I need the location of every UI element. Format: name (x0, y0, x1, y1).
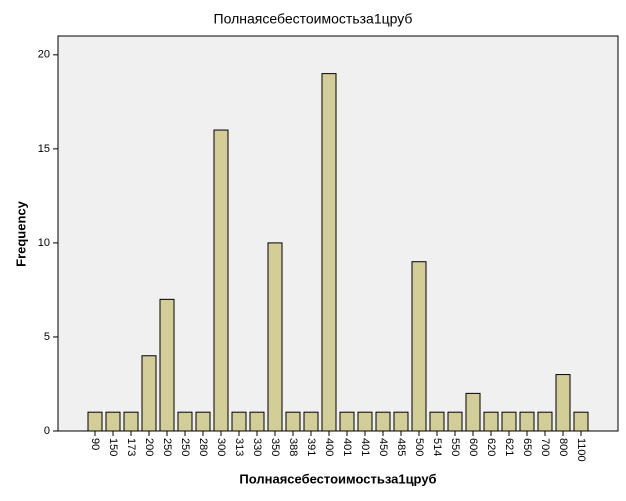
y-tick-label: 20 (38, 49, 50, 61)
x-tick-label: 280 (197, 438, 209, 456)
x-tick-label: 250 (161, 438, 173, 456)
bar (411, 261, 427, 432)
bar (555, 374, 571, 432)
bar (339, 411, 355, 432)
bar (519, 411, 535, 432)
y-tick-label: 5 (44, 331, 50, 343)
x-tick-label: 313 (233, 438, 245, 456)
bar (573, 411, 589, 432)
x-tick-label: 514 (431, 438, 443, 456)
bar (321, 73, 337, 432)
bar (429, 411, 445, 432)
x-tick-label: 650 (521, 438, 533, 456)
x-tick-label: 485 (395, 438, 407, 456)
bar (303, 411, 319, 432)
bar (267, 242, 283, 432)
bar (213, 129, 229, 432)
bar (393, 411, 409, 432)
x-tick-label: 300 (215, 438, 227, 456)
x-tick-label: 401 (341, 438, 353, 456)
y-tick-label: 0 (44, 425, 50, 437)
x-tick-label: 250 (179, 438, 191, 456)
x-tick-label: 620 (485, 438, 497, 456)
x-tick-label: 90 (89, 438, 101, 450)
bar (465, 392, 481, 432)
x-tick-label: 330 (251, 438, 263, 456)
x-tick-label: 800 (557, 438, 569, 456)
x-tick-label: 150 (107, 438, 119, 456)
bar (159, 298, 175, 432)
bar (483, 411, 499, 432)
bar (285, 411, 301, 432)
x-axis-title: Полнаясебестоимостьза1цруб (239, 471, 436, 486)
x-tick-label: 550 (449, 438, 461, 456)
bar (87, 411, 103, 432)
x-tick-label: 400 (323, 438, 335, 456)
chart-title: Полнаясебестоимостьза1цруб (214, 11, 413, 27)
y-tick-label: 10 (38, 237, 50, 249)
x-tick-label: 500 (413, 438, 425, 456)
bar (141, 355, 157, 432)
bar (249, 411, 265, 432)
y-axis-title: Frequency (13, 200, 28, 267)
y-tick-label: 15 (38, 143, 50, 155)
bar (447, 411, 463, 432)
x-tick-label: 700 (539, 438, 551, 456)
bar (105, 411, 121, 432)
x-tick-label: 200 (143, 438, 155, 456)
bar (501, 411, 517, 432)
bar (537, 411, 553, 432)
x-tick-label: 350 (269, 438, 281, 456)
bar (231, 411, 247, 432)
bar (375, 411, 391, 432)
x-tick-label: 401 (359, 438, 371, 456)
x-tick-label: 600 (467, 438, 479, 456)
bar (123, 411, 139, 432)
x-tick-label: 1100 (575, 438, 587, 462)
x-tick-label: 388 (287, 438, 299, 456)
x-tick-label: 621 (503, 438, 515, 456)
x-tick-label: 391 (305, 438, 317, 456)
bar (177, 411, 193, 432)
x-tick-label: 450 (377, 438, 389, 456)
bar (357, 411, 373, 432)
bar (195, 411, 211, 432)
x-tick-label: 173 (125, 438, 137, 456)
